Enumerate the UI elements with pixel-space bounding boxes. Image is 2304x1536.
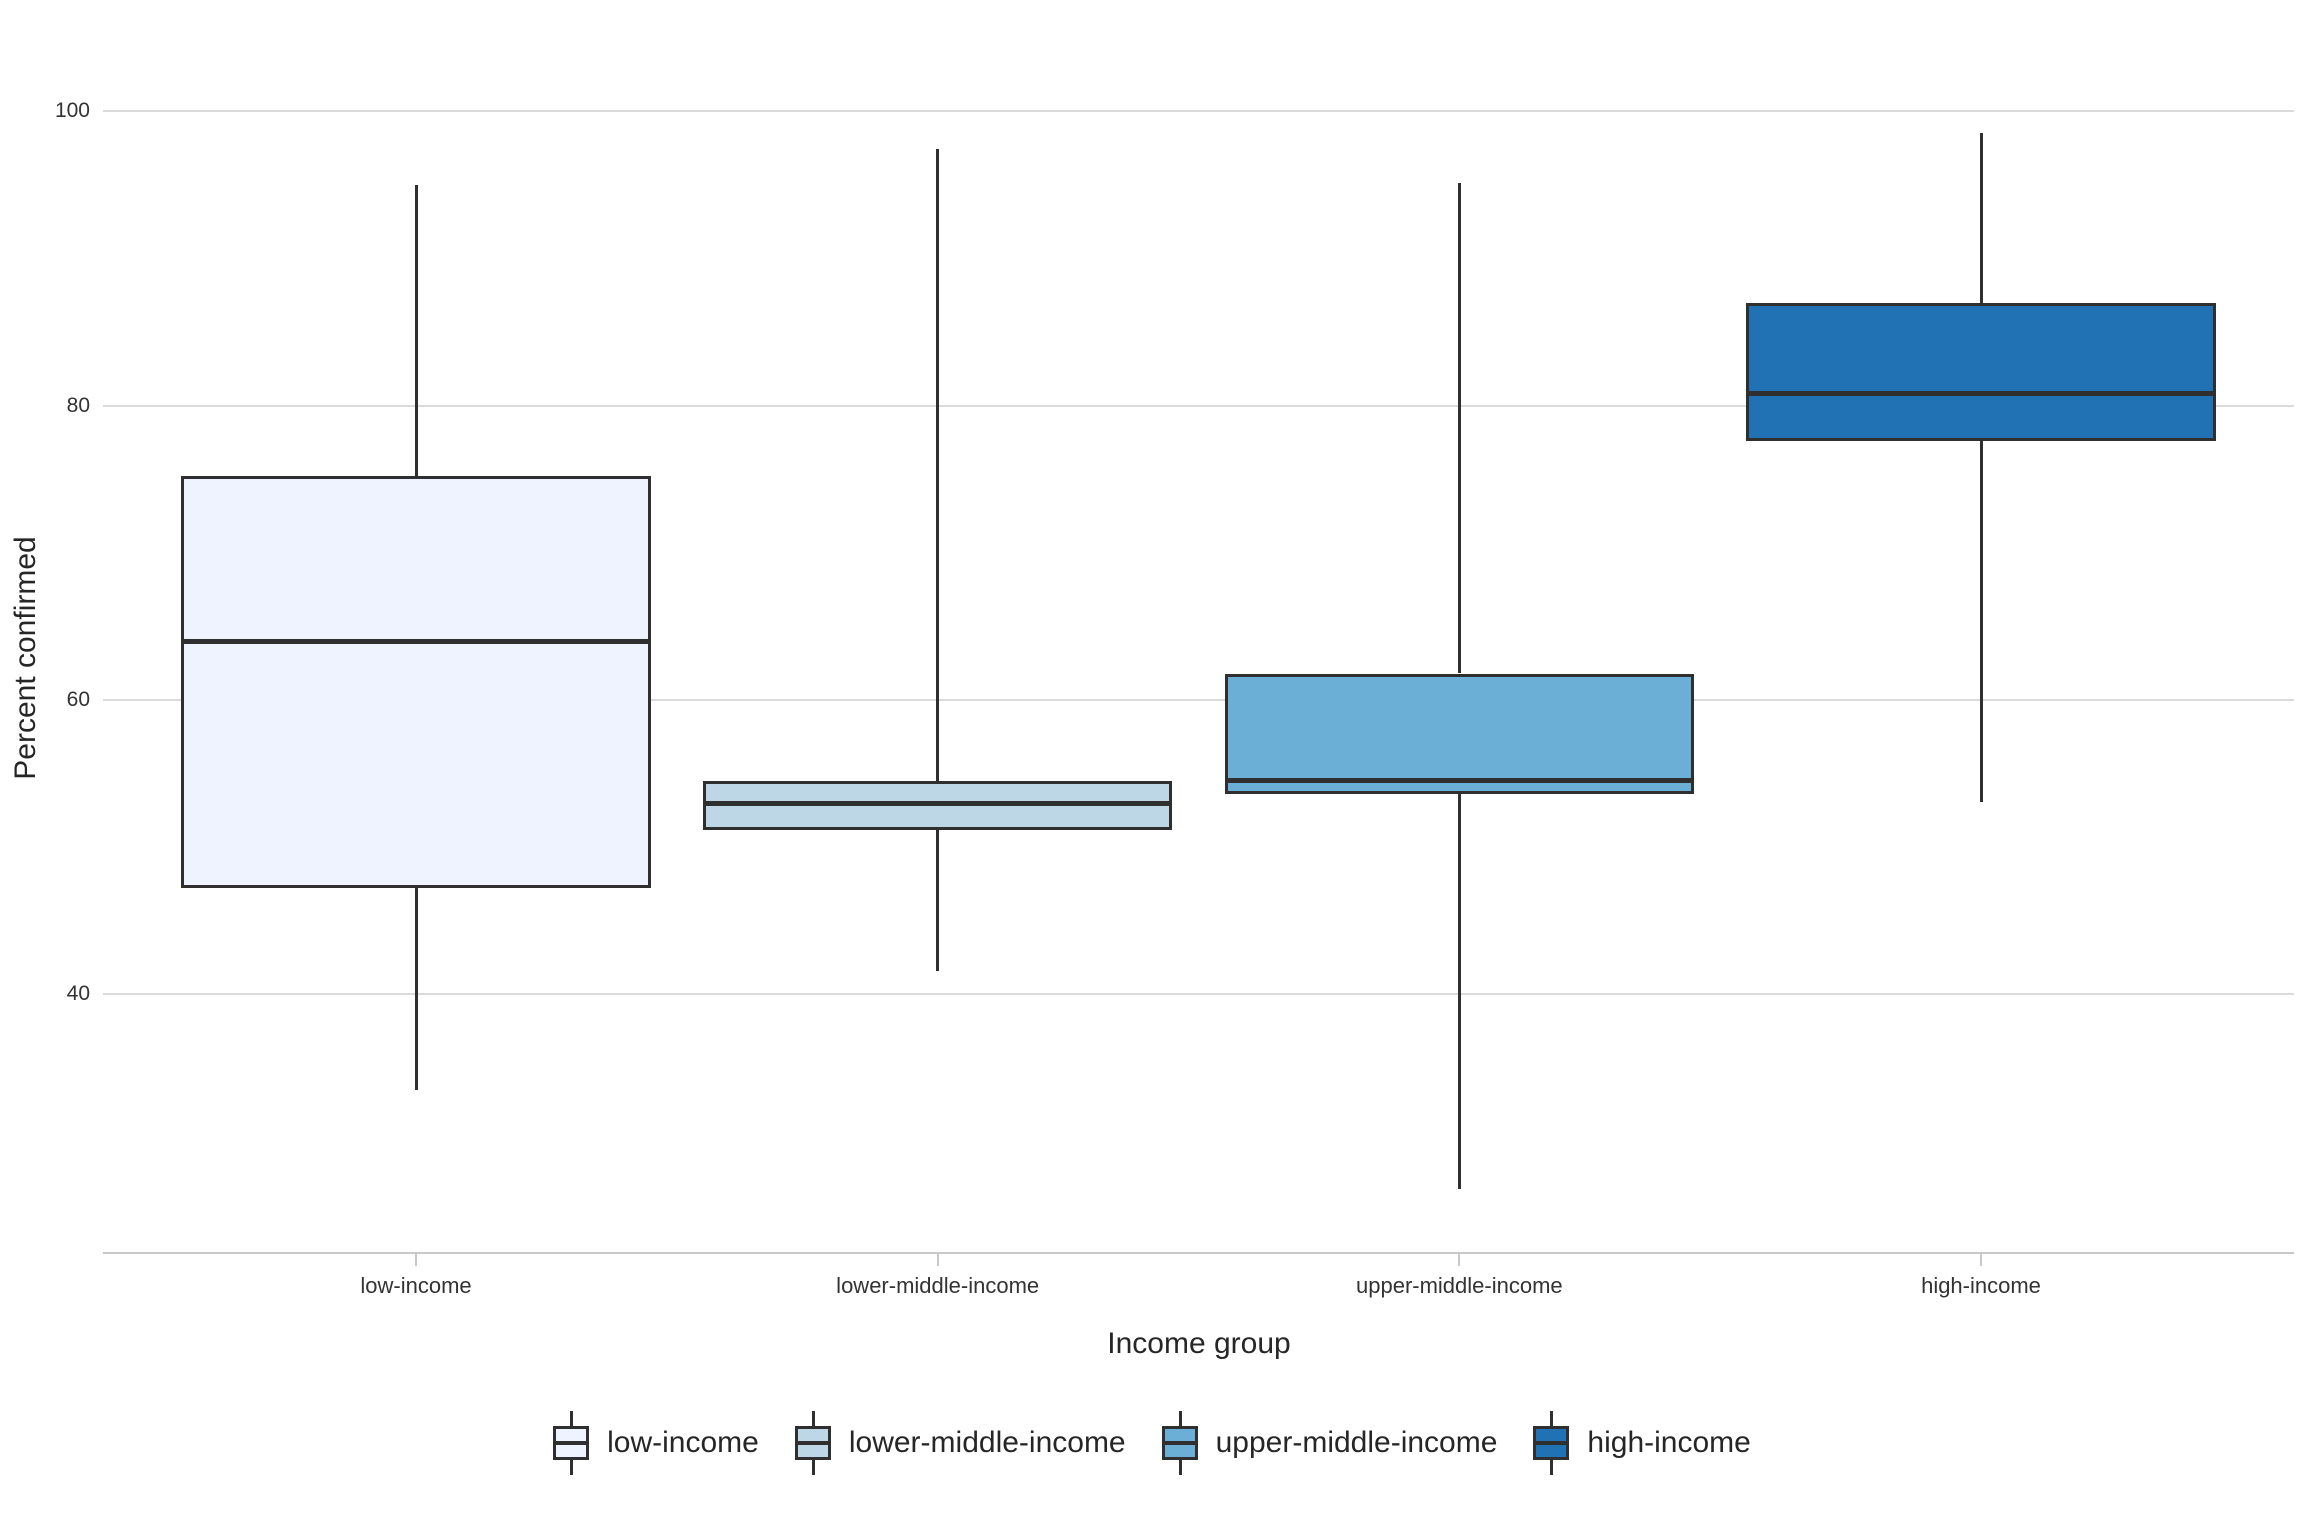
legend-label: high-income (1587, 1426, 1751, 1459)
y-tick-label-60: 60 (66, 688, 90, 711)
upper-whisker-lower-middle-income (936, 149, 940, 781)
median-upper-middle-income (1224, 778, 1695, 784)
gridline-y-40 (103, 993, 2294, 996)
x-tick-label-lower-middle-income: lower-middle-income (836, 1273, 1040, 1298)
box-upper-middle-income (1224, 673, 1695, 795)
x-tick-label-low-income: low-income (360, 1273, 472, 1298)
legend-key-median-line (794, 1441, 831, 1445)
legend-item-lower-middle-income: lower-middle-income (794, 1411, 1126, 1475)
legend-item-upper-middle-income: upper-middle-income (1161, 1411, 1498, 1475)
legend-item-high-income: high-income (1533, 1411, 1751, 1475)
legend: low-income lower-middle-income upper-middl… (0, 1408, 2304, 1478)
legend-label: low-income (607, 1426, 759, 1459)
lower-whisker-upper-middle-income (1457, 794, 1461, 1189)
legend-boxplot-key-icon (794, 1411, 831, 1475)
legend-key-median-line (1533, 1441, 1570, 1445)
x-axis-title: Income group (1107, 1327, 1291, 1360)
lower-whisker-low-income (414, 888, 418, 1091)
median-lower-middle-income (702, 800, 1173, 806)
legend-boxplot-key-icon (1533, 1411, 1570, 1475)
lower-whisker-high-income (1979, 440, 1983, 802)
gridline-y-80 (103, 404, 2294, 407)
legend-key-median-line (553, 1441, 590, 1445)
legend-boxplot-key-icon (553, 1411, 590, 1475)
y-tick-label-40: 40 (66, 982, 90, 1006)
legend-item-low-income: low-income (553, 1411, 759, 1475)
gridline-y-100 (103, 110, 2294, 113)
box-high-income (1746, 302, 2216, 441)
legend-label: lower-middle-income (848, 1426, 1126, 1459)
x-tick-label-upper-middle-income: upper-middle-income (1356, 1273, 1563, 1298)
legend-boxplot-key-icon (1161, 1411, 1198, 1475)
x-tick-upper-middle-income (1458, 1254, 1461, 1266)
gridline-y-60 (103, 699, 2294, 701)
box-low-income (181, 476, 651, 889)
upper-whisker-upper-middle-income (1457, 183, 1461, 674)
x-tick-lower-middle-income (936, 1254, 939, 1266)
upper-whisker-high-income (1979, 133, 1983, 303)
x-tick-high-income (1980, 1254, 1982, 1266)
x-axis-line (103, 1252, 2294, 1254)
legend-label: upper-middle-income (1215, 1426, 1498, 1459)
upper-whisker-low-income (414, 184, 418, 477)
y-tick-label-100: 100 (54, 99, 90, 123)
legend-key-median-line (1161, 1441, 1198, 1445)
y-tick-label-80: 80 (66, 393, 90, 417)
lower-whisker-lower-middle-income (936, 829, 940, 971)
median-high-income (1746, 391, 2216, 397)
y-axis-title: Percent confirmed (9, 536, 42, 780)
median-low-income (181, 638, 651, 644)
x-tick-low-income (415, 1254, 417, 1266)
x-tick-label-high-income: high-income (1921, 1273, 2041, 1298)
